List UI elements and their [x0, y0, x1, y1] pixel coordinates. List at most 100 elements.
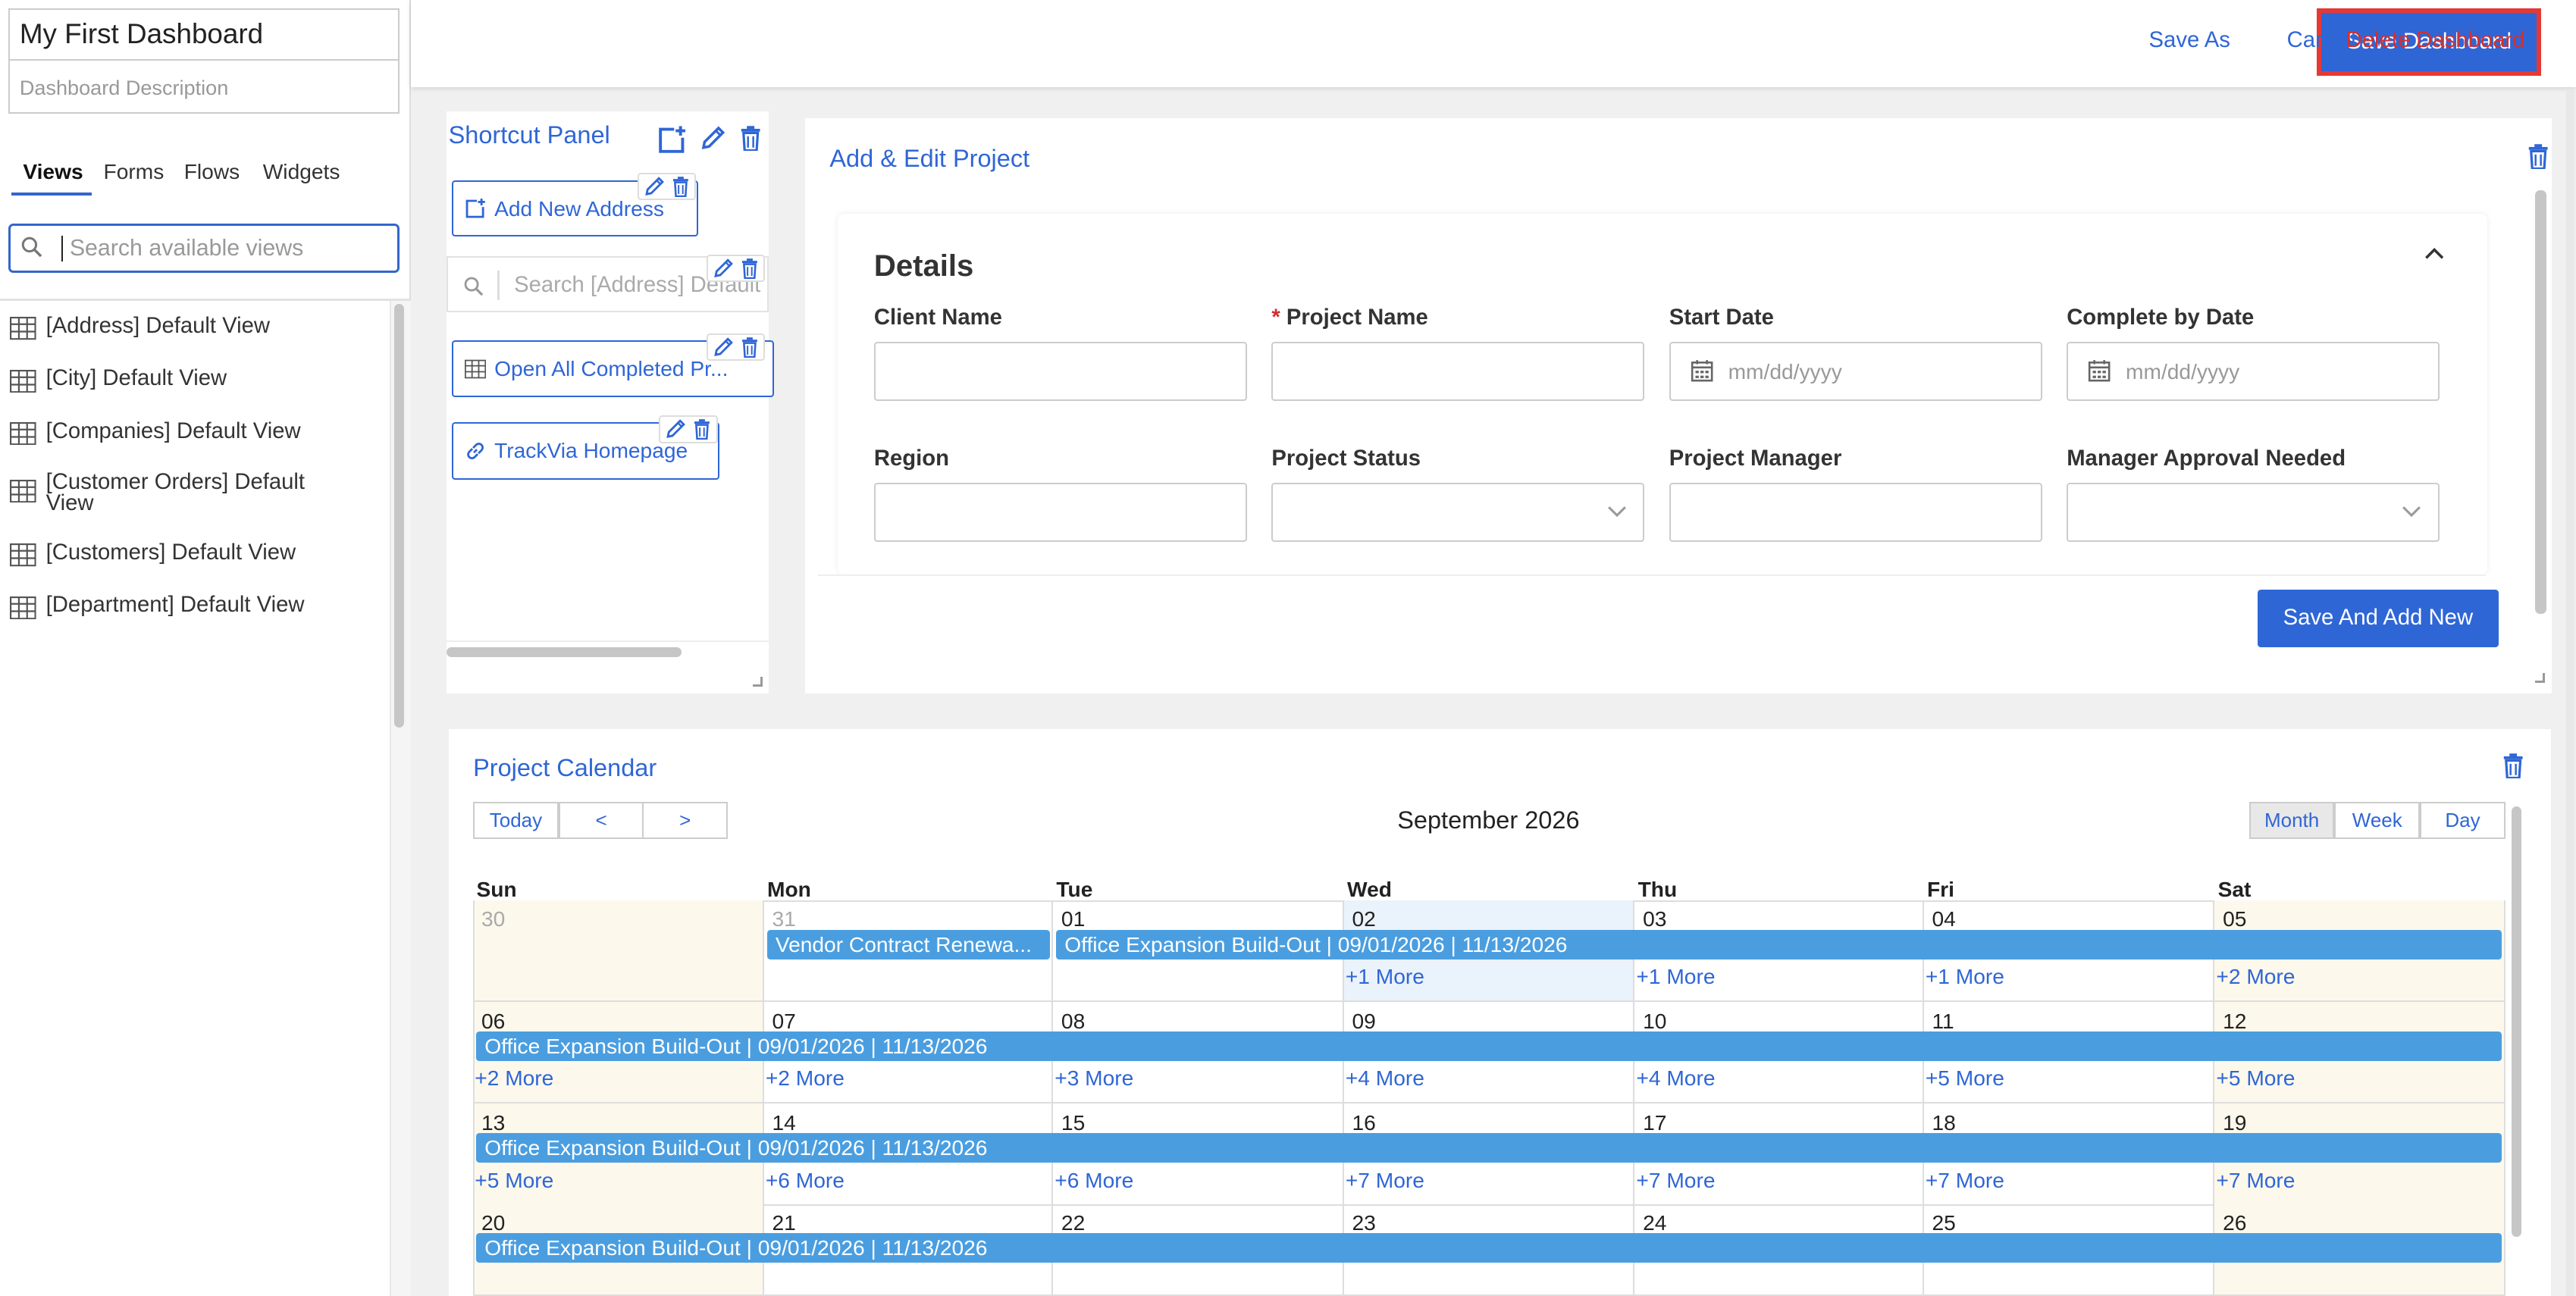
month-view-button[interactable]: Month	[2249, 801, 2335, 840]
delete-widget-icon[interactable]	[2502, 753, 2524, 779]
trash-icon[interactable]	[693, 418, 711, 440]
edit-icon[interactable]	[644, 176, 665, 197]
day-number: 30	[481, 906, 506, 931]
region-input[interactable]	[873, 483, 1247, 543]
table-icon	[10, 480, 36, 502]
calendar-event-bar[interactable]: Office Expansion Build-Out | 09/01/2026 …	[476, 1031, 2502, 1061]
more-events-link[interactable]: +2 More	[475, 1066, 554, 1091]
day-of-week-header: Wed	[1347, 877, 1392, 902]
chevron-down-icon	[2402, 506, 2421, 518]
complete-by-date-input[interactable]: mm/dd/yyyy	[2067, 341, 2440, 401]
day-number: 26	[2223, 1210, 2247, 1235]
today-button[interactable]: Today	[473, 801, 559, 840]
tab-forms[interactable]: Forms	[103, 159, 165, 184]
edit-panel-icon[interactable]	[700, 125, 726, 152]
more-events-link[interactable]: +7 More	[2216, 1167, 2296, 1192]
edit-icon[interactable]	[665, 418, 686, 440]
day-of-week-header: Thu	[1637, 877, 1678, 902]
delete-panel-icon[interactable]	[739, 125, 762, 152]
form-widget-scrollbar[interactable]	[2534, 190, 2546, 615]
manager-approval-select[interactable]	[2067, 483, 2440, 543]
more-events-link[interactable]: +3 More	[1055, 1066, 1134, 1091]
view-item-customers[interactable]: [Customers] Default View	[10, 542, 371, 566]
more-events-link[interactable]: +1 More	[1345, 964, 1424, 989]
more-events-link[interactable]: +5 More	[2216, 1066, 2296, 1091]
tab-views[interactable]: Views	[23, 159, 83, 184]
more-events-link[interactable]: +1 More	[1925, 964, 2004, 989]
more-events-link[interactable]: +2 More	[765, 1066, 845, 1091]
cancel-button[interactable]: Cancel	[2286, 27, 2356, 52]
more-events-link[interactable]: +7 More	[1636, 1167, 1716, 1192]
start-date-input[interactable]: mm/dd/yyyy	[1669, 341, 2042, 401]
more-events-link[interactable]: +5 More	[1925, 1066, 2004, 1091]
calendar-event-bar[interactable]: Office Expansion Build-Out | 09/01/2026 …	[1056, 929, 2502, 959]
search-icon	[463, 276, 484, 297]
shortcut-panel-hscrollbar[interactable]	[447, 646, 682, 657]
resize-handle[interactable]	[2534, 673, 2545, 684]
dashboard-description-input[interactable]: Dashboard Description	[8, 61, 400, 114]
project-status-select[interactable]	[1271, 483, 1645, 543]
save-as-button[interactable]: Save As	[2148, 27, 2230, 52]
prev-button[interactable]: <	[558, 801, 644, 840]
day-number: 03	[1643, 906, 1667, 931]
form-footer: Save And Add New	[818, 574, 2499, 667]
week-view-button[interactable]: Week	[2334, 801, 2421, 840]
calendar-scrollbar[interactable]	[2512, 806, 2522, 1237]
calendar-day-cell[interactable]	[473, 900, 764, 1002]
project-name-input[interactable]	[1271, 341, 1645, 401]
dashboard-name-input[interactable]: My First Dashboard	[8, 8, 400, 61]
calendar-event-bar[interactable]: Vendor Contract Renewa...	[767, 929, 1050, 959]
calendar-day-cell[interactable]	[763, 900, 1054, 1002]
view-item-city[interactable]: [City] Default View	[10, 368, 371, 392]
save-dashboard-button[interactable]: Save Dashboard	[2316, 8, 2542, 76]
more-events-link[interactable]: +7 More	[1925, 1167, 2004, 1192]
shortcut-trackvia-homepage[interactable]: TrackVia Homepage	[451, 421, 720, 480]
save-and-add-new-button[interactable]: Save And Add New	[2257, 589, 2499, 647]
shortcut-add-new-address[interactable]: Add New Address	[451, 180, 698, 237]
calendar-event-bar[interactable]: Office Expansion Build-Out | 09/01/2026 …	[476, 1133, 2502, 1163]
day-number: 20	[481, 1210, 506, 1235]
delete-widget-icon[interactable]	[2527, 143, 2549, 170]
search-views-input[interactable]: Search available views	[8, 223, 400, 273]
day-view-button[interactable]: Day	[2420, 801, 2505, 840]
form-widget-title: Add & Edit Project	[829, 144, 1030, 172]
more-events-link[interactable]: +1 More	[1636, 964, 1716, 989]
view-item-companies[interactable]: [Companies] Default View	[10, 420, 371, 445]
more-events-link[interactable]: +4 More	[1345, 1066, 1424, 1091]
more-events-link[interactable]: +7 More	[1345, 1167, 1424, 1192]
shortcut-open-completed[interactable]: Open All Completed Pr...	[451, 340, 774, 398]
delete-dashboard-button[interactable]: Delete Dashboard	[2346, 27, 2525, 52]
more-events-link[interactable]: +4 More	[1636, 1066, 1716, 1091]
view-item-address[interactable]: [Address] Default View	[10, 315, 371, 340]
trash-icon[interactable]	[741, 258, 759, 279]
tab-widgets[interactable]: Widgets	[262, 159, 340, 184]
project-manager-input[interactable]	[1669, 483, 2042, 543]
view-item-label: [Department] Default View	[45, 593, 305, 618]
view-item-label: [Customers] Default View	[45, 540, 296, 565]
day-of-week-header: Mon	[767, 877, 811, 902]
view-item-department[interactable]: [Department] Default View	[10, 594, 371, 618]
project-calendar-widget: Project Calendar Today < > September 202…	[448, 729, 2552, 1296]
trash-icon[interactable]	[672, 176, 690, 197]
page-scrollbar[interactable]	[2566, 90, 2574, 1296]
more-events-link[interactable]: +6 More	[1055, 1167, 1134, 1192]
client-name-label: Client Name	[873, 305, 1002, 330]
project-status-label: Project Status	[1271, 446, 1421, 471]
more-events-link[interactable]: +6 More	[765, 1167, 845, 1192]
add-shortcut-icon[interactable]	[657, 125, 687, 155]
next-button[interactable]: >	[642, 801, 728, 840]
edit-icon[interactable]	[713, 258, 734, 279]
edit-icon[interactable]	[713, 337, 734, 358]
sidebar-scrollbar-thumb[interactable]	[394, 303, 405, 728]
trash-icon[interactable]	[741, 337, 759, 358]
tab-flows[interactable]: Flows	[183, 159, 240, 184]
shortcut-label: Open All Completed Pr...	[494, 356, 729, 380]
day-number: 24	[1643, 1210, 1667, 1235]
client-name-input[interactable]	[873, 341, 1247, 401]
resize-handle[interactable]	[752, 676, 763, 687]
more-events-link[interactable]: +5 More	[475, 1167, 554, 1192]
calendar-event-bar[interactable]: Office Expansion Build-Out | 09/01/2026 …	[476, 1233, 2502, 1263]
more-events-link[interactable]: +2 More	[2216, 964, 2296, 989]
view-item-customer-orders[interactable]: [Customer Orders] Default View	[10, 471, 338, 515]
chevron-up-icon[interactable]	[2423, 245, 2446, 261]
